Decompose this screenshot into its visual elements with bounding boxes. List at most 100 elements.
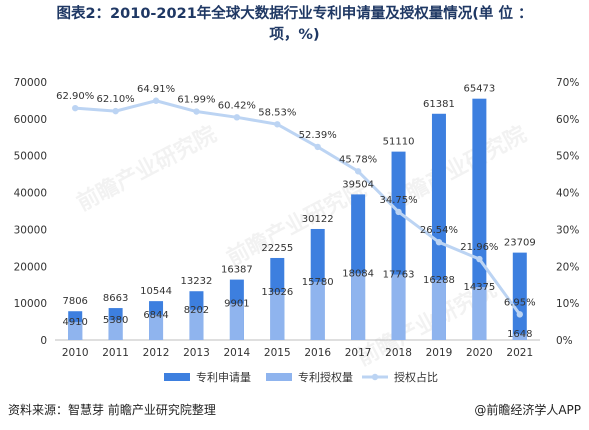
- bar-grants: [229, 303, 244, 340]
- bar-applications: [512, 252, 527, 340]
- label-applications: 13232: [181, 276, 213, 287]
- y2-tick-label: 60%: [556, 114, 579, 126]
- label-grants: 16288: [423, 275, 455, 286]
- label-grant-ratio: 52.39%: [299, 130, 337, 141]
- y-tick-label: 60000: [14, 114, 47, 126]
- bar-grants: [391, 274, 406, 340]
- point-grant-ratio: [476, 255, 483, 263]
- y-tick-label: 10000: [14, 298, 47, 310]
- bar-grants: [189, 309, 204, 340]
- legend-swatch: [266, 373, 292, 381]
- x-tick-label: 2021: [506, 347, 533, 359]
- label-grants: 9901: [224, 299, 249, 310]
- point-grant-ratio: [152, 97, 160, 104]
- point-grant-ratio: [233, 114, 241, 121]
- label-applications: 51110: [383, 137, 415, 148]
- y2-tick-label: 70%: [556, 77, 579, 89]
- bar-grants: [68, 321, 83, 340]
- x-tick-label: 2020: [466, 347, 493, 359]
- y2-tick-label: 10%: [556, 298, 579, 310]
- bar-grants: [149, 314, 164, 340]
- y-tick-label: 0: [40, 335, 47, 347]
- legend-label: 专利申请量: [196, 370, 251, 384]
- label-applications: 65473: [463, 84, 495, 95]
- label-applications: 10544: [140, 286, 172, 297]
- bar-applications: [472, 98, 487, 340]
- label-grants: 14375: [463, 282, 495, 293]
- label-grant-ratio: 60.42%: [218, 100, 256, 111]
- legend-label: 专利授权量: [298, 370, 353, 384]
- label-grants: 1648: [507, 329, 532, 340]
- y-tick-label: 30000: [14, 224, 47, 236]
- bar-grants: [108, 320, 123, 340]
- y2-tick-label: 20%: [556, 261, 579, 273]
- label-grant-ratio: 61.99%: [177, 95, 215, 106]
- y-tick-label: 40000: [14, 188, 47, 200]
- x-tick-label: 2016: [304, 347, 331, 359]
- label-grants: 4910: [62, 317, 87, 328]
- point-grant-ratio: [516, 311, 523, 318]
- title-line-1: 图表2：2010-2021年全球大数据行业专利申请量及授权量情况(单 位 ：: [56, 6, 533, 22]
- title-line-2: 项，%): [269, 27, 320, 43]
- source-note: 资料来源：智慧芽 前瞻产业研究院整理: [8, 403, 216, 417]
- x-tick-label: 2014: [224, 347, 251, 359]
- bar-grants: [351, 273, 366, 340]
- x-tick-label: 2019: [426, 347, 453, 359]
- x-tick-label: 2017: [345, 347, 372, 359]
- label-applications: 7806: [62, 296, 87, 307]
- x-tick-label: 2012: [143, 347, 170, 359]
- x-tick-label: 2013: [183, 347, 210, 359]
- label-grant-ratio: 62.10%: [97, 94, 135, 105]
- y2-tick-label: 50%: [556, 151, 579, 163]
- legend-swatch: [164, 373, 190, 381]
- point-grant-ratio: [193, 108, 200, 115]
- label-grant-ratio: 62.90%: [56, 91, 94, 102]
- y-tick-label: 70000: [14, 77, 47, 89]
- x-tick-label: 2010: [62, 347, 89, 359]
- label-grants: 8202: [184, 305, 209, 316]
- point-grant-ratio: [274, 121, 281, 128]
- point-grant-ratio: [314, 143, 321, 151]
- point-grant-ratio: [435, 238, 443, 246]
- label-applications: 61381: [423, 99, 455, 110]
- point-grant-ratio: [395, 208, 402, 216]
- point-grant-ratio: [112, 107, 119, 115]
- label-grant-ratio: 6.95%: [504, 297, 536, 308]
- label-grant-ratio: 45.78%: [339, 154, 377, 165]
- y2-tick-label: 40%: [556, 188, 579, 200]
- bar-grants: [310, 281, 325, 340]
- watermark-text: 前瞻产业研究院: [73, 121, 221, 216]
- y2-tick-label: 0%: [556, 335, 573, 347]
- label-applications: 39504: [342, 179, 374, 190]
- legend-label: 授权占比: [394, 370, 438, 384]
- label-applications: 8663: [103, 293, 128, 304]
- label-grants: 5380: [103, 315, 128, 326]
- point-grant-ratio: [354, 168, 362, 175]
- label-applications: 22255: [261, 243, 293, 254]
- label-grants: 6844: [143, 310, 168, 321]
- label-applications: 16387: [221, 265, 253, 276]
- bar-grants: [512, 333, 527, 340]
- chart-title: 图表2：2010-2021年全球大数据行业专利申请量及授权量情况(单 位 ： 项…: [0, 4, 589, 46]
- line-grant-ratio: [75, 99, 522, 316]
- label-grants: 17763: [383, 270, 415, 281]
- label-grant-ratio: 26.54%: [420, 225, 458, 236]
- legend-marker: [371, 373, 379, 381]
- y2-tick-label: 30%: [556, 224, 579, 236]
- watermark-text: 前瞻产业研究院: [223, 176, 371, 271]
- bar-grants: [270, 291, 285, 340]
- bar-grants: [472, 287, 487, 340]
- label-grants: 15780: [302, 277, 334, 288]
- point-grant-ratio: [72, 104, 79, 112]
- x-tick-label: 2011: [102, 347, 129, 359]
- label-grant-ratio: 21.96%: [460, 242, 498, 253]
- label-grant-ratio: 64.91%: [137, 84, 175, 95]
- brand-credit: @前瞻经济学人APP: [474, 403, 581, 417]
- label-applications: 30122: [302, 214, 334, 225]
- x-tick-label: 2018: [385, 347, 412, 359]
- bar-grants: [431, 279, 446, 340]
- label-grant-ratio: 34.75%: [379, 195, 417, 206]
- x-tick-label: 2015: [264, 347, 291, 359]
- label-applications: 23709: [504, 238, 536, 249]
